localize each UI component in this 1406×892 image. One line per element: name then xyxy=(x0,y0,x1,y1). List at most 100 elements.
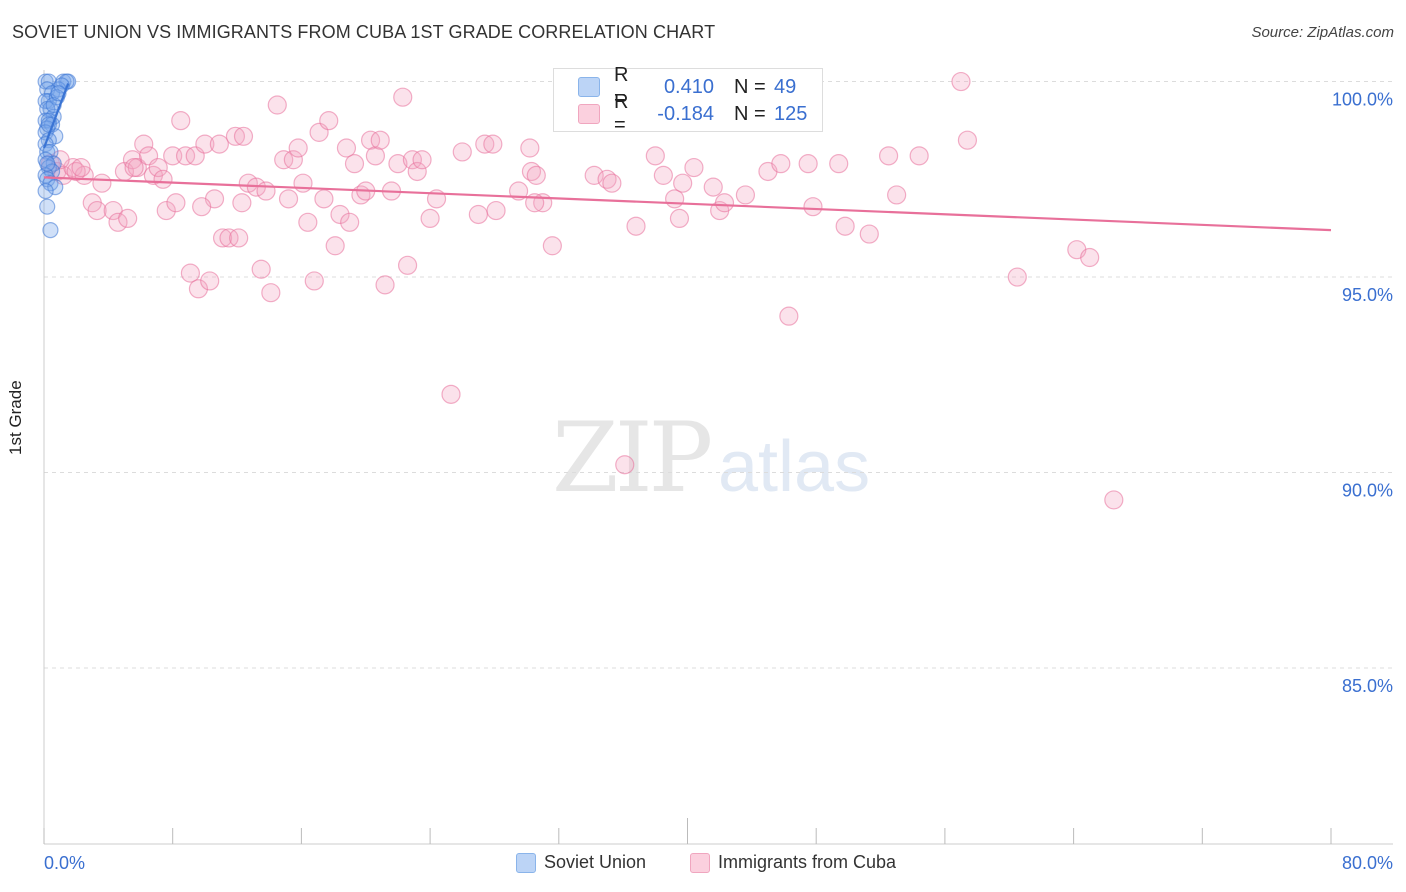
cuba-point xyxy=(1007,267,1027,287)
soviet-union-point xyxy=(39,198,56,215)
cuba-point xyxy=(653,165,673,185)
cuba-point xyxy=(468,204,488,225)
cuba-point xyxy=(188,279,209,299)
cuba-point xyxy=(584,165,604,185)
y-tick-label: 85.0% xyxy=(1342,676,1393,696)
soviet-union-trend-line xyxy=(42,83,70,149)
cuba-point xyxy=(330,204,350,225)
cuba-point xyxy=(441,384,461,404)
cuba-point xyxy=(771,154,791,174)
cuba-point xyxy=(602,173,622,193)
stats-n-label: N = xyxy=(734,75,766,98)
soviet-union-point xyxy=(47,179,64,196)
cuba-point xyxy=(673,173,693,193)
cuba-point xyxy=(957,130,978,150)
cuba-point xyxy=(803,197,823,217)
y-tick-label: 100.0% xyxy=(1332,90,1393,110)
cuba-point xyxy=(486,200,506,221)
watermark-zip: ZIP xyxy=(552,402,713,514)
cuba-point xyxy=(233,126,254,146)
legend: Soviet Union Immigrants from Cuba xyxy=(0,852,1406,878)
cuba-point xyxy=(108,212,128,232)
cuba-point xyxy=(219,228,239,248)
stats-row-soviet-union: R = 0.410 N = 49 xyxy=(578,64,797,109)
cuba-point xyxy=(92,173,112,193)
cuba-point xyxy=(397,255,418,275)
cuba-point xyxy=(365,146,386,166)
cuba-point xyxy=(375,275,395,295)
stats-swatch-soviet-union xyxy=(578,77,600,97)
cuba-point xyxy=(798,154,818,174)
cuba-point xyxy=(420,208,440,228)
cuba-point xyxy=(232,193,252,213)
cuba-trend-line xyxy=(43,176,1332,232)
cuba-point xyxy=(195,134,215,154)
cuba-point xyxy=(835,216,855,236)
cuba-point xyxy=(251,259,271,279)
cuba-point xyxy=(118,208,138,228)
cuba-point xyxy=(171,111,191,131)
stats-r-label: R = xyxy=(614,64,629,109)
cuba-point xyxy=(148,157,168,178)
trend-lines xyxy=(42,83,1332,232)
cuba-point xyxy=(878,146,899,166)
cuba-point xyxy=(124,157,144,178)
cuba-point xyxy=(1080,247,1100,268)
cuba-point xyxy=(225,126,246,146)
cuba-point xyxy=(293,173,313,193)
cuba-point xyxy=(71,157,91,178)
cuba-point xyxy=(735,185,756,205)
cuba-point xyxy=(180,263,200,283)
soviet-union-point xyxy=(42,222,59,239)
stats-box: R = 0.410 N = 49 R = -0.184 N = 125 xyxy=(553,64,823,136)
chart-title: SOVIET UNION VS IMMIGRANTS FROM CUBA 1ST… xyxy=(12,22,716,42)
gridlines xyxy=(44,81,1395,669)
cuba-point xyxy=(267,95,287,115)
cuba-point xyxy=(360,130,381,150)
cuba-point xyxy=(340,212,360,232)
cuba-point xyxy=(829,154,849,174)
stats-n-value: 125 xyxy=(774,102,808,125)
cuba-point xyxy=(153,169,173,189)
y-tick-label: 90.0% xyxy=(1342,481,1393,501)
stats-r-label: R = xyxy=(614,91,629,136)
legend-label: Soviet Union xyxy=(544,852,647,872)
cuba-point xyxy=(645,146,665,166)
cuba-point xyxy=(212,228,233,248)
stats-n-value: 49 xyxy=(774,75,797,98)
source-label: Source: ZipAtlas.com xyxy=(1251,24,1394,41)
cuba-point xyxy=(156,200,176,221)
cuba-point xyxy=(684,157,704,178)
cuba-point xyxy=(314,189,334,209)
cuba-point xyxy=(209,134,229,154)
cuba-point xyxy=(475,134,495,154)
cuba-point xyxy=(336,138,357,158)
cuba-point xyxy=(779,306,799,326)
cuba-point xyxy=(288,138,308,158)
stats-swatch-immigrants-from-cuba xyxy=(578,104,600,124)
legend-label: Immigrants from Cuba xyxy=(718,852,897,872)
cuba-point xyxy=(626,216,646,236)
cuba-point xyxy=(278,189,299,209)
cuba-point xyxy=(859,224,879,244)
cuba-point xyxy=(229,228,249,248)
legend-item-immigrants-from-cuba[interactable]: Immigrants from Cuba xyxy=(690,852,896,873)
legend-item-soviet-union[interactable]: Soviet Union xyxy=(516,852,646,873)
cuba-point xyxy=(615,455,635,475)
x-tick-label: 80.0% xyxy=(1342,853,1393,873)
cuba-point xyxy=(393,87,413,107)
cuba-point xyxy=(344,154,365,174)
cuba-point xyxy=(520,138,540,158)
cuba-point xyxy=(402,150,423,170)
cuba-point xyxy=(407,161,427,182)
watermark-atlas: atlas xyxy=(718,427,871,507)
cuba-point xyxy=(261,283,281,303)
cuba-point xyxy=(304,271,324,291)
cuba-point xyxy=(283,150,303,170)
legend-swatch-immigrants-from-cuba xyxy=(690,852,710,873)
cuba-point xyxy=(909,146,929,166)
cuba-point xyxy=(134,134,154,154)
cuba-point xyxy=(325,236,345,256)
axes xyxy=(43,70,1393,845)
